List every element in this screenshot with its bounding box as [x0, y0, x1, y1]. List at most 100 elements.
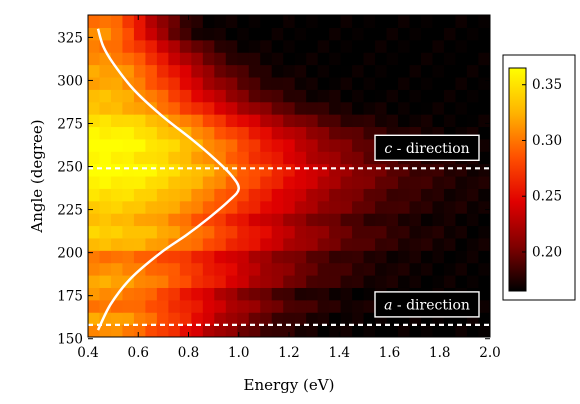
heatmap-cell: [99, 138, 112, 152]
heatmap-cell: [466, 188, 479, 202]
heatmap-cell: [133, 138, 146, 152]
heatmap-cell: [225, 237, 238, 251]
heatmap-cell: [478, 39, 491, 53]
heatmap-cell: [88, 27, 100, 41]
heatmap-cell: [294, 262, 307, 276]
heatmap-cell: [363, 237, 376, 251]
heatmap-cell: [386, 225, 399, 239]
heatmap-cell: [260, 275, 273, 288]
heatmap-cell: [156, 213, 169, 227]
heatmap-cell: [260, 262, 273, 276]
heatmap-cell: [145, 312, 158, 326]
heatmap-cell: [145, 163, 158, 177]
heatmap-cell: [478, 200, 491, 214]
heatmap-cell: [363, 101, 376, 115]
heatmap-cell: [363, 200, 376, 214]
heatmap-cell: [179, 64, 192, 78]
heatmap-cell: [478, 114, 491, 128]
heatmap-cells: [88, 15, 491, 338]
heatmap-cell: [398, 188, 410, 202]
heatmap-cell: [352, 151, 365, 165]
heatmap-cell: [375, 176, 388, 189]
heatmap-cell: [145, 114, 158, 128]
heatmap-cell: [306, 312, 319, 326]
heatmap-cell: [191, 89, 204, 103]
heatmap-cell: [478, 101, 491, 115]
heatmap-cell: [202, 126, 215, 140]
heatmap-cell: [432, 324, 445, 338]
heatmap-cell: [237, 15, 250, 28]
heatmap-cell: [88, 15, 100, 28]
heatmap-cell: [432, 101, 445, 115]
heatmap-cell: [306, 225, 319, 239]
heatmap-cell: [202, 225, 215, 239]
heatmap-cell: [145, 126, 158, 140]
heatmap-cell: [432, 262, 445, 276]
heatmap-cell: [110, 15, 123, 28]
heatmap-cell: [283, 176, 296, 189]
heatmap-cell: [340, 237, 353, 251]
heatmap-cell: [260, 101, 273, 115]
heatmap-cell: [455, 163, 468, 177]
heatmap-cell: [145, 225, 158, 239]
heatmap-cell: [271, 237, 284, 251]
heatmap-cell: [191, 312, 204, 326]
heatmap-cell: [409, 250, 422, 264]
heatmap-cell: [420, 114, 433, 128]
heatmap-cell: [306, 101, 319, 115]
annotation-text: - direction: [392, 141, 469, 157]
heatmap-cell: [122, 64, 135, 78]
heatmap-cell: [248, 138, 261, 152]
heatmap-cell: [110, 275, 123, 288]
heatmap-cell: [352, 237, 365, 251]
heatmap-cell: [214, 299, 227, 313]
heatmap-cell: [168, 114, 181, 128]
heatmap-cell: [225, 89, 238, 103]
heatmap-cell: [294, 151, 307, 165]
heatmap-cell: [283, 77, 296, 90]
heatmap-cell: [375, 312, 388, 326]
heatmap-cell: [306, 138, 319, 152]
heatmap-cell: [156, 163, 169, 177]
heatmap-cell: [202, 200, 215, 214]
heatmap-cell: [283, 188, 296, 202]
heatmap-cell: [352, 52, 365, 66]
heatmap-cell: [237, 287, 250, 301]
heatmap-cell: [145, 299, 158, 313]
heatmap-cell: [409, 163, 422, 177]
heatmap-cell: [271, 262, 284, 276]
heatmap-cell: [363, 188, 376, 202]
heatmap-cell: [317, 250, 330, 264]
heatmap-cell: [466, 200, 479, 214]
heatmap-cell: [237, 250, 250, 264]
heatmap-cell: [386, 275, 399, 288]
heatmap-cell: [260, 312, 273, 326]
y-tick-label: 250: [57, 160, 83, 176]
heatmap-cell: [202, 324, 215, 338]
heatmap-cell: [99, 77, 112, 90]
heatmap-cell: [398, 52, 410, 66]
heatmap-cell: [248, 262, 261, 276]
heatmap-cell: [88, 52, 100, 66]
heatmap-cell: [225, 250, 238, 264]
heatmap-cell: [88, 225, 100, 239]
heatmap-cell: [156, 39, 169, 53]
heatmap-cell: [191, 225, 204, 239]
heatmap-cell: [271, 15, 284, 28]
heatmap-cell: [110, 312, 123, 326]
x-axis-ticks: 0.4 0.6 0.8 1.0 1.2 1.4 1.6 1.8 2.0: [77, 15, 501, 361]
heatmap-cell: [179, 151, 192, 165]
heatmap-cell: [398, 237, 410, 251]
heatmap-cell: [352, 262, 365, 276]
heatmap-cell: [329, 64, 342, 78]
heatmap-cell: [248, 77, 261, 90]
heatmap-cell: [455, 200, 468, 214]
heatmap-cell: [99, 262, 112, 276]
heatmap-cell: [340, 176, 353, 189]
heatmap-cell: [225, 275, 238, 288]
heatmap-cell: [409, 15, 422, 28]
heatmap-cell: [466, 64, 479, 78]
heatmap-cell: [317, 64, 330, 78]
heatmap-cell: [317, 77, 330, 90]
heatmap-cell: [248, 237, 261, 251]
